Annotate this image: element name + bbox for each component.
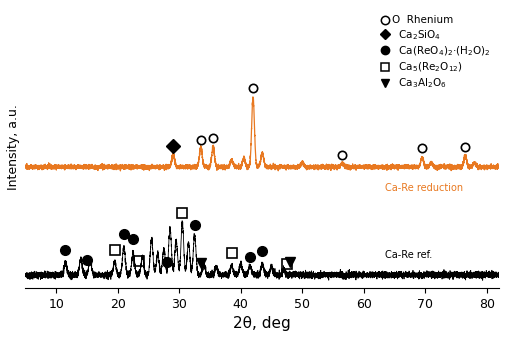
Text: Ca-Re reduction: Ca-Re reduction	[384, 184, 463, 193]
Y-axis label: Intensity, a.u.: Intensity, a.u.	[7, 104, 20, 190]
Legend: O  Rhenium,   Ca$_2$SiO$_4$,   Ca(ReO$_4$)$_2$·(H$_2$O)$_2$,   Ca$_5$(Re$_2$O$_{: O Rhenium, Ca$_2$SiO$_4$, Ca(ReO$_4$)$_2…	[377, 12, 493, 94]
Text: Ca-Re ref.: Ca-Re ref.	[384, 250, 432, 260]
X-axis label: 2θ, deg: 2θ, deg	[233, 316, 290, 331]
